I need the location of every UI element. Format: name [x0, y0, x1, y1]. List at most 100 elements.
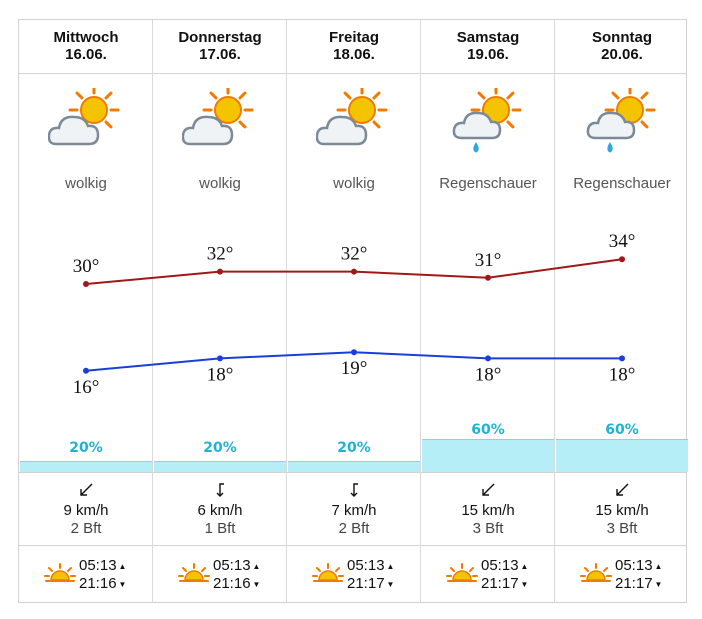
forecast-grid: Mittwoch 16.06. wolkig 20% 9 km/h 2 Bft …: [18, 19, 689, 603]
partly-cloudy-icon: [316, 88, 388, 146]
day-date: 17.06.: [199, 46, 241, 63]
day-column-donnerstag[interactable]: Donnerstag 17.06. wolkig 20% 6 km/h 1 Bf…: [153, 20, 287, 602]
low-temp-point: [217, 355, 223, 362]
sunrise-time: 05:13 ▲: [79, 557, 127, 574]
low-temp-point: [619, 355, 625, 362]
high-temp-point: [485, 274, 491, 281]
sunrise-sun-icon: [580, 563, 612, 582]
column-divider: [554, 20, 555, 602]
up-arrow-icon: ▲: [386, 561, 395, 571]
day-date: 16.06.: [65, 46, 107, 63]
partly-cloudy-icon: [48, 88, 120, 146]
sunset-time: 21:16 ▼: [213, 575, 261, 592]
day-name: Sonntag: [592, 29, 652, 46]
day-header: Donnerstag 17.06.: [153, 29, 287, 63]
row-divider: [19, 73, 686, 74]
wind-beaufort: 2 Bft: [70, 520, 102, 537]
wind-beaufort: 3 Bft: [606, 520, 638, 537]
day-name: Samstag: [456, 29, 520, 46]
day-column-sonntag[interactable]: Sonntag 20.06. Regenschauer 60% 15 km/h …: [555, 20, 689, 602]
day-header: Sonntag 20.06.: [555, 29, 689, 63]
wind-speed: 9 km/h: [63, 502, 109, 519]
high-temp-point: [351, 268, 357, 275]
precip-bar: [154, 461, 286, 472]
up-arrow-icon: ▲: [520, 561, 529, 571]
column-divider: [420, 20, 421, 602]
precip-bar: [288, 461, 420, 472]
down-arrow-icon: ▼: [386, 579, 395, 589]
precip-area: 20%: [288, 420, 420, 472]
column-divider: [286, 20, 287, 602]
precip-probability: 60%: [471, 422, 505, 438]
wind-direction-icon: [80, 483, 93, 496]
row-divider: [19, 472, 686, 473]
precip-bar: [20, 461, 152, 472]
sunrise-time: 05:13 ▲: [213, 557, 261, 574]
sunrise-time: 05:13 ▲: [615, 557, 663, 574]
high-temp-point: [619, 256, 625, 263]
down-arrow-icon: ▼: [252, 579, 261, 589]
down-arrow-icon: ▼: [654, 579, 663, 589]
down-arrow-icon: ▼: [520, 579, 529, 589]
partly-cloudy-icon: [182, 88, 254, 146]
wind-direction-icon: [616, 483, 629, 496]
day-name: Freitag: [328, 29, 379, 46]
day-column-samstag[interactable]: Samstag 19.06. Regenschauer 60% 15 km/h …: [421, 20, 555, 602]
day-header: Mittwoch 16.06.: [19, 29, 153, 63]
low-temp-label: 19°: [341, 358, 368, 379]
wind-direction-icon: [482, 483, 495, 496]
low-temp-point: [83, 367, 89, 374]
precip-probability: 20%: [337, 440, 371, 456]
precip-area: 60%: [422, 420, 554, 472]
precip-area: 20%: [20, 420, 152, 472]
high-temp-label: 32°: [207, 244, 234, 265]
day-header: Freitag 18.06.: [287, 29, 421, 63]
sunset-time: 21:16 ▼: [79, 575, 127, 592]
sunrise-time: 05:13 ▲: [481, 557, 529, 574]
row-divider: [19, 545, 686, 546]
temperature-chart: 30° 32° 32° 31° 34° 16° 18° 19° 18° 18°: [73, 231, 636, 398]
wind-speed: 6 km/h: [197, 502, 243, 519]
wind-direction-icon: [216, 483, 224, 497]
low-temp-label: 18°: [475, 364, 502, 385]
column-divider: [152, 20, 153, 602]
sunrise-sun-icon: [446, 563, 478, 582]
low-temp-point: [351, 349, 357, 356]
up-arrow-icon: ▲: [252, 561, 261, 571]
sunset-time: 21:17 ▼: [615, 575, 663, 592]
condition-label: wolkig: [333, 175, 375, 192]
down-arrow-icon: ▼: [118, 579, 127, 589]
precip-bar: [422, 439, 554, 472]
high-temp-point: [217, 268, 223, 275]
day-column-mittwoch[interactable]: Mittwoch 16.06. wolkig 20% 9 km/h 2 Bft …: [19, 20, 153, 602]
day-name: Donnerstag: [178, 29, 262, 46]
wind-beaufort: 3 Bft: [472, 520, 504, 537]
rain-shower-icon: [452, 88, 522, 153]
precip-area: 20%: [154, 420, 286, 472]
precip-probability: 60%: [605, 422, 639, 438]
day-date: 19.06.: [467, 46, 509, 63]
day-column-freitag[interactable]: Freitag 18.06. wolkig 20% 7 km/h 2 Bft 0…: [287, 20, 421, 602]
high-temp-point: [83, 281, 89, 287]
precip-probability: 20%: [203, 440, 237, 456]
precip-area: 60%: [556, 420, 688, 472]
day-date: 18.06.: [333, 46, 375, 63]
wind-speed: 7 km/h: [331, 502, 377, 519]
day-date: 20.06.: [601, 46, 643, 63]
condition-label: Regenschauer: [573, 175, 671, 192]
condition-label: wolkig: [65, 175, 107, 192]
sunset-time: 21:17 ▼: [347, 575, 395, 592]
high-temp-label: 30°: [73, 256, 100, 277]
sunrise-sun-icon: [178, 563, 210, 582]
sunrise-time: 05:13 ▲: [347, 557, 395, 574]
high-temp-label: 34°: [609, 231, 636, 252]
low-temp-label: 18°: [609, 364, 636, 385]
precip-probability: 20%: [69, 440, 103, 456]
low-temp-label: 16°: [73, 377, 100, 398]
high-temp-label: 31°: [475, 250, 502, 271]
low-temp-point: [485, 355, 491, 362]
low-temp-label: 18°: [207, 364, 234, 385]
sunset-time: 21:17 ▼: [481, 575, 529, 592]
day-header: Samstag 19.06.: [421, 29, 555, 63]
high-temp-label: 32°: [341, 244, 368, 265]
